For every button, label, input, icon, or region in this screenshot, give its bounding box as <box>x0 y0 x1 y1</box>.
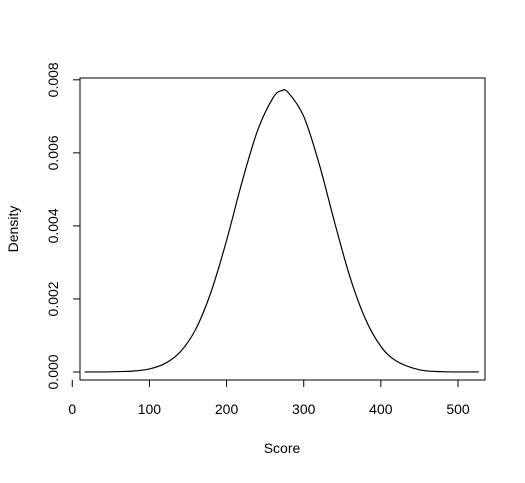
y-tick-label: 0.004 <box>45 208 61 243</box>
x-axis-title: Score <box>264 440 301 456</box>
x-tick-label: 200 <box>215 401 239 417</box>
density-curve <box>84 89 479 373</box>
y-tick-label: 0.000 <box>45 354 61 389</box>
plot-frame <box>79 77 486 381</box>
x-tick-label: 500 <box>446 401 470 417</box>
x-tick-label: 400 <box>369 401 393 417</box>
y-axis-title: Density <box>5 206 21 253</box>
x-tick-label: 0 <box>68 401 76 417</box>
x-ticks: 0 100 200 300 400 500 <box>68 380 470 417</box>
x-tick-label: 300 <box>292 401 316 417</box>
y-ticks: 0.000 0.002 0.004 0.006 0.008 <box>45 62 80 389</box>
y-tick-label: 0.002 <box>45 281 61 316</box>
y-tick-label: 0.008 <box>45 62 61 97</box>
x-tick-label: 100 <box>138 401 162 417</box>
y-tick-label: 0.006 <box>45 135 61 170</box>
